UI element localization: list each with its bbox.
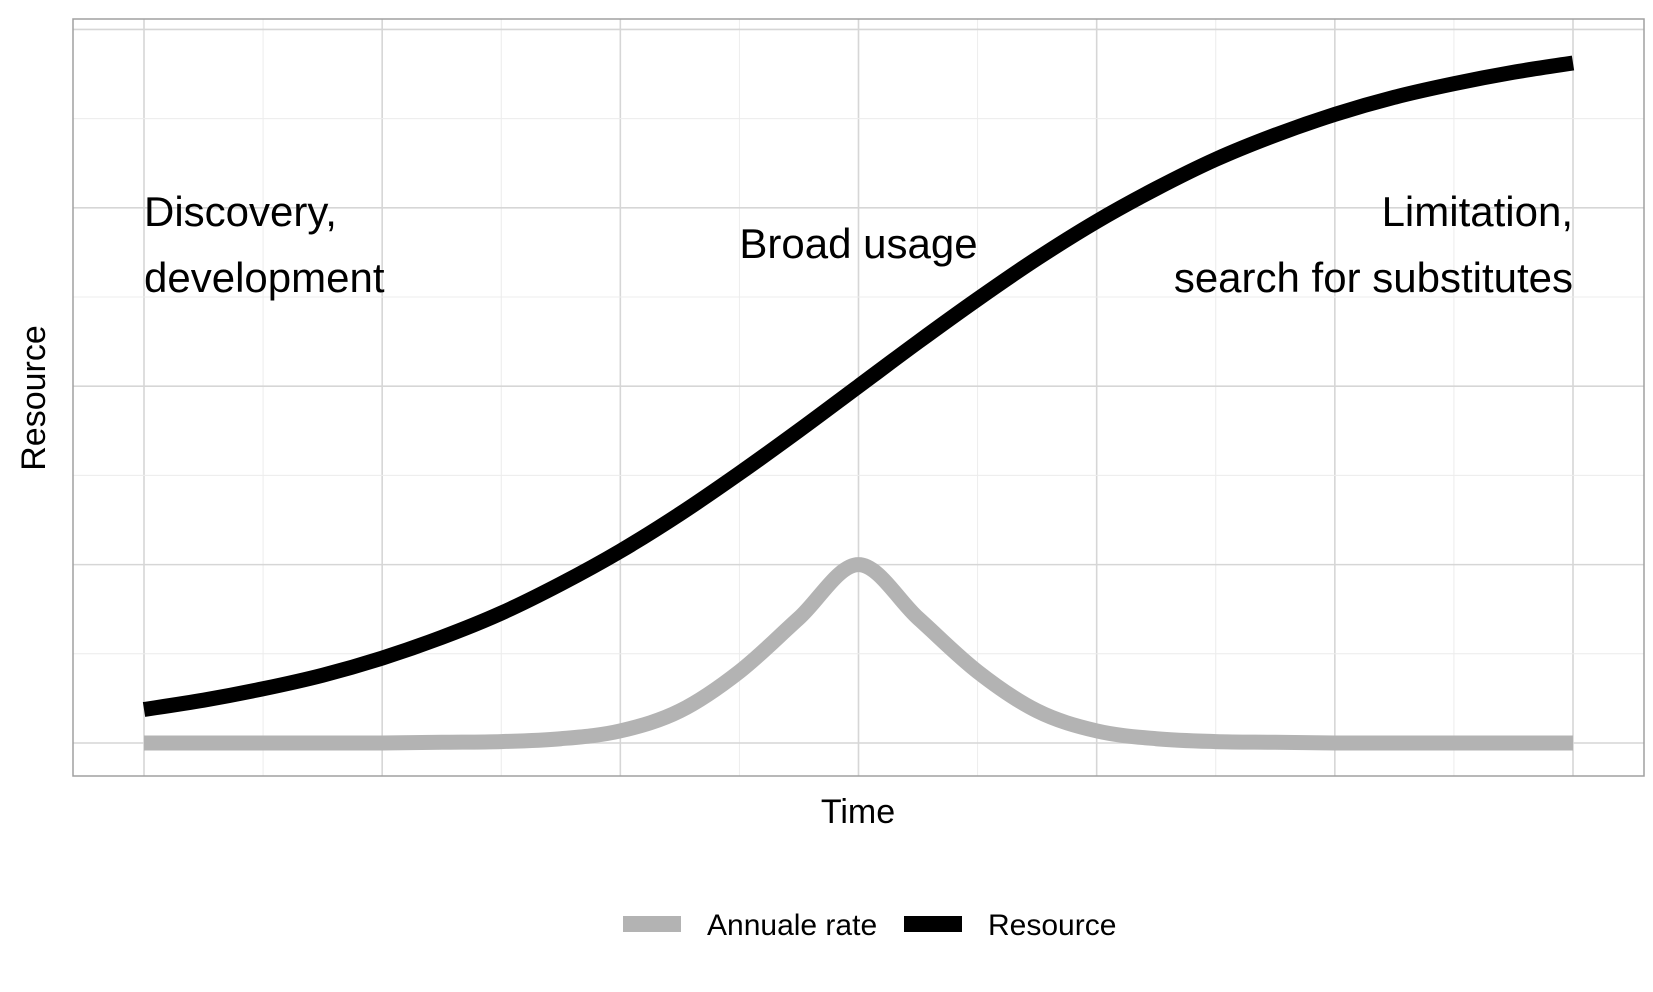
series-group: [142, 55, 1575, 751]
legend-key-swatch: [904, 916, 962, 932]
legend-label: Annuale rate: [707, 909, 877, 942]
legend-label: Resource: [988, 909, 1116, 942]
annotation-label: search for substitutes: [1174, 254, 1573, 301]
annotations-group: Discovery, development Broad usage Limitati…: [144, 188, 1573, 301]
series-line-resource: [142, 55, 1575, 717]
legend-key-swatch: [623, 916, 681, 932]
series-line-annual-rate: [144, 557, 1573, 751]
y-axis-label: Resource: [15, 325, 53, 471]
legend: Annuale rate Resource: [623, 909, 1116, 942]
annotation-label: Discovery,: [144, 188, 337, 235]
annotation-label: Broad usage: [739, 220, 977, 267]
annotation-label: Limitation,: [1382, 188, 1573, 235]
annotation-label: development: [144, 254, 385, 301]
plot-panel-border: [72, 18, 1645, 777]
x-axis-label: Time: [821, 793, 895, 831]
